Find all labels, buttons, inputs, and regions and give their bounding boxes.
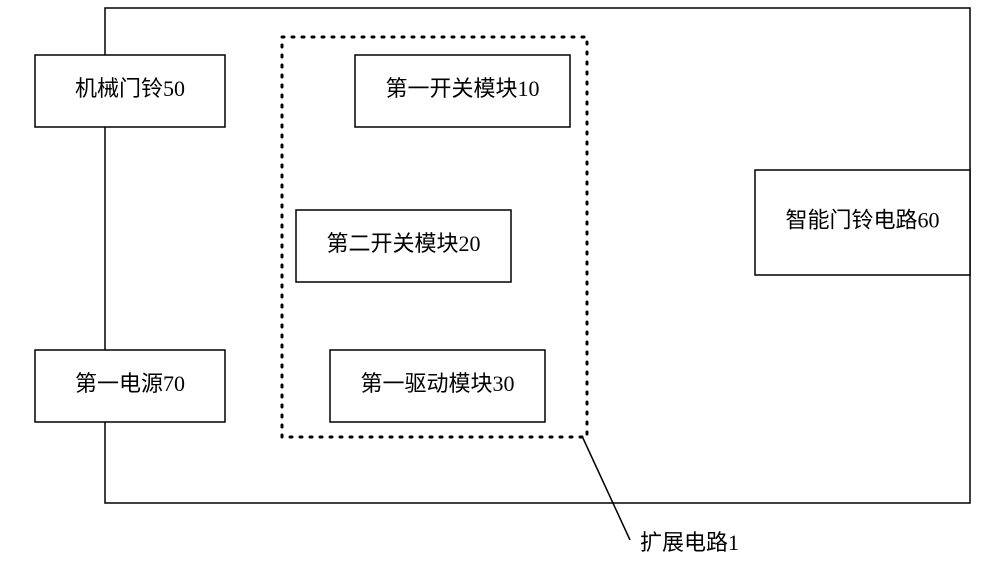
diagram-canvas: 机械门铃50 第一开关模块10 第二开关模块20 第一电源70 第一驱动模块30 智能门铃… [0,0,1000,580]
label-n10: 第一开关模块10 [385,76,539,101]
label-n20: 第二开关模块20 [326,231,480,256]
annotation-text: 扩展电路1 [640,530,739,555]
label-n60: 智能门铃电路60 [785,208,939,233]
label-n70: 第一电源70 [75,371,185,396]
label-n50: 机械门铃50 [75,76,185,101]
label-n30: 第一驱动模块30 [360,371,514,396]
